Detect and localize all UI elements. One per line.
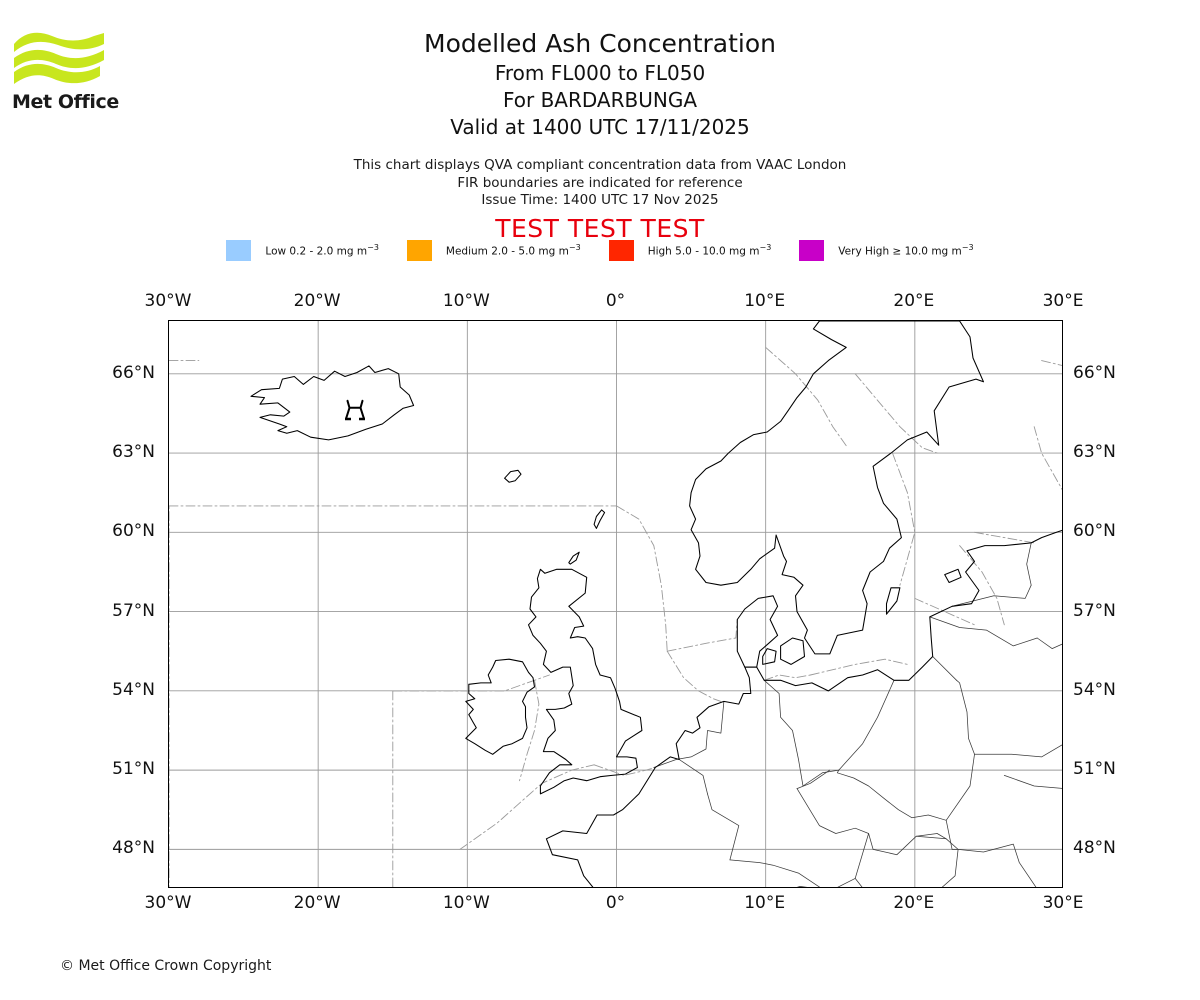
country-borders	[653, 542, 1062, 887]
copyright-footer: © Met Office Crown Copyright	[60, 958, 272, 974]
legend-very-high: Very High ≥ 10.0 mg m−3	[799, 240, 974, 261]
met-office-logo: Met Office	[12, 28, 122, 113]
graticule-gridlines	[169, 321, 1062, 887]
map-canvas[interactable]	[169, 321, 1063, 888]
lat-tick-left-63n: 63°N	[112, 442, 155, 463]
legend-high-swatch	[608, 240, 634, 261]
legend-very-high-label: Very High ≥ 10.0 mg m−3	[838, 243, 974, 258]
lat-tick-right-66n: 66°N	[1073, 362, 1116, 383]
volcano-marker-icon[interactable]	[345, 399, 365, 421]
lon-tick-20w: 20°W	[293, 291, 341, 311]
lon-tick-30e: 30°E	[1042, 291, 1084, 311]
lon-tick-20e: 20°E	[893, 291, 935, 311]
legend-low-swatch	[226, 240, 252, 261]
lat-tick-right-51n: 51°N	[1073, 759, 1116, 780]
lon-tick-0: 0°	[605, 291, 626, 311]
map-container[interactable]	[168, 320, 1063, 888]
page-title: Modelled Ash Concentration	[424, 29, 776, 58]
lon-tick-20e: 20°E	[893, 893, 935, 913]
lat-tick-left-54n: 54°N	[112, 679, 155, 700]
title-volcano: For BARDARBUNGA	[502, 88, 698, 112]
title-valid-time: Valid at 1400 UTC 17/11/2025	[450, 115, 750, 139]
legend-medium-swatch	[406, 240, 432, 261]
legend-medium-label: Medium 2.0 - 5.0 mg m−3	[445, 243, 581, 258]
met-office-wave-mark	[14, 32, 104, 84]
lat-tick-left-57n: 57°N	[112, 600, 155, 621]
legend-medium: Medium 2.0 - 5.0 mg m−3	[406, 240, 581, 261]
chart-title-block: Modelled Ash Concentration From FL000 to…	[0, 28, 1200, 141]
lon-tick-10e: 10°E	[744, 291, 786, 311]
lat-tick-left-51n: 51°N	[112, 759, 155, 780]
lon-tick-10w: 10°W	[442, 893, 490, 913]
title-flight-levels: From FL000 to FL050	[494, 61, 706, 85]
lon-tick-30w: 30°W	[144, 893, 192, 913]
concentration-legend: Low 0.2 - 2.0 mg m−3 Medium 2.0 - 5.0 mg …	[0, 240, 1200, 261]
lat-tick-left-48n: 48°N	[112, 838, 155, 859]
lon-tick-30e: 30°E	[1042, 893, 1084, 913]
legend-low-label: Low 0.2 - 2.0 mg m−3	[265, 243, 379, 258]
legend-high-label: High 5.0 - 10.0 mg m−3	[647, 243, 772, 258]
lat-tick-left-60n: 60°N	[112, 521, 155, 542]
fir-boundaries	[169, 346, 1062, 887]
legend-low: Low 0.2 - 2.0 mg m−3	[226, 240, 379, 261]
lon-tick-10e: 10°E	[744, 893, 786, 913]
lat-tick-right-48n: 48°N	[1073, 838, 1116, 859]
chart-subtitle-block: This chart displays QVA compliant concen…	[0, 157, 1200, 210]
lat-tick-right-63n: 63°N	[1073, 442, 1116, 463]
lon-tick-0: 0°	[605, 893, 626, 913]
lat-tick-left-66n: 66°N	[112, 362, 155, 383]
lon-tick-20w: 20°W	[293, 893, 341, 913]
subtitle-issue-time: Issue Time: 1400 UTC 17 Nov 2025	[481, 192, 719, 208]
legend-very-high-swatch	[799, 240, 825, 261]
lat-tick-right-57n: 57°N	[1073, 600, 1116, 621]
lon-tick-10w: 10°W	[442, 291, 490, 311]
legend-high: High 5.0 - 10.0 mg m−3	[608, 240, 772, 261]
volcano-marker[interactable]	[345, 399, 365, 421]
lon-tick-30w: 30°W	[144, 291, 192, 311]
subtitle-fir-note: FIR boundaries are indicated for referen…	[457, 174, 743, 191]
map-frame[interactable]	[168, 320, 1063, 888]
met-office-logo-text: Met Office	[12, 91, 119, 113]
coastlines	[250, 321, 1062, 887]
test-banner: TEST TEST TEST	[495, 214, 705, 243]
subtitle-data-source: This chart displays QVA compliant concen…	[353, 157, 847, 173]
lat-tick-right-54n: 54°N	[1073, 679, 1116, 700]
lat-tick-right-60n: 60°N	[1073, 521, 1116, 542]
